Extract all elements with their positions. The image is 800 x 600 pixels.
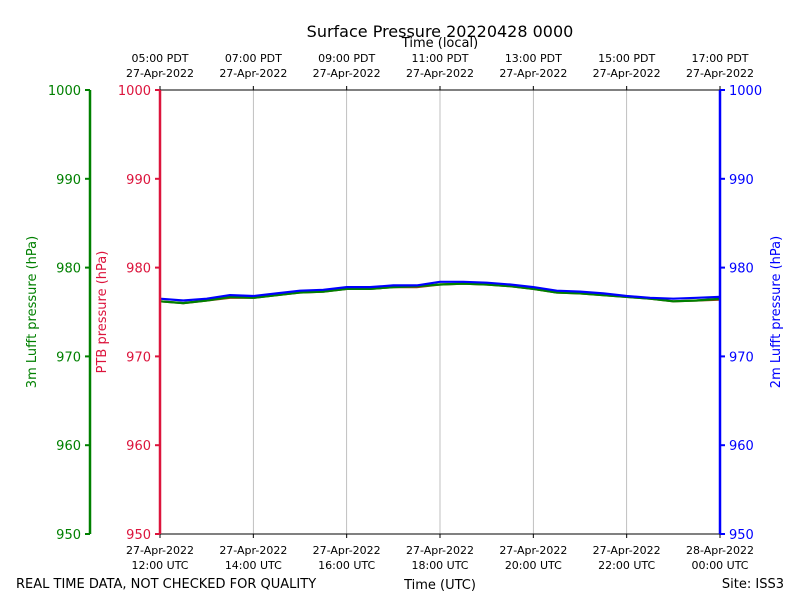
- y-tick-label: 980: [729, 262, 754, 277]
- y-tick-label: 1000: [729, 84, 762, 99]
- top-tick-local-time: 13:00 PDT: [505, 52, 562, 65]
- series-layer: [159, 280, 721, 305]
- top-tick-local-date: 27-Apr-2022: [219, 67, 287, 80]
- y-tick-label: 950: [126, 528, 151, 543]
- top-axis-label: Time (local): [401, 36, 478, 51]
- y-tick-label: 950: [56, 528, 81, 543]
- y-tick-label: 970: [729, 350, 754, 365]
- top-tick-local-date: 27-Apr-2022: [313, 67, 381, 80]
- bottom-tick-time: 18:00 UTC: [411, 559, 468, 572]
- y-axis-label: 3m Lufft pressure (hPa): [25, 236, 40, 388]
- y-tick-label: 990: [126, 173, 151, 188]
- bottom-tick-time: 20:00 UTC: [505, 559, 562, 572]
- chart-title: Surface Pressure 20220428 0000: [307, 22, 574, 41]
- y-axis-1: 1000 990 980 970 960 950 3m Lufft pressure (hP…: [25, 84, 92, 543]
- bottom-tick-date: 27-Apr-2022: [499, 544, 567, 557]
- y-tick-label: 980: [126, 262, 151, 277]
- bottom-tick-date: 27-Apr-2022: [313, 544, 381, 557]
- bottom-tick-date: 27-Apr-2022: [406, 544, 474, 557]
- top-tick-local-time: 07:00 PDT: [225, 52, 282, 65]
- grid-lines: [252, 90, 628, 534]
- quality-disclaimer: REAL TIME DATA, NOT CHECKED FOR QUALITY: [16, 577, 316, 592]
- y-tick-label: 970: [56, 350, 81, 365]
- bottom-tick-time: 16:00 UTC: [318, 559, 375, 572]
- top-tick-local-time: 11:00 PDT: [411, 52, 468, 65]
- y-tick-label: 990: [56, 173, 81, 188]
- x-axis-ticks: 27-Apr-2022 12:00 UTC 27-Apr-2022 14:00 UTC…: [126, 52, 754, 572]
- top-tick-local-date: 27-Apr-2022: [593, 67, 661, 80]
- bottom-axis-label: Time (UTC): [403, 578, 476, 593]
- top-tick-local-time: 09:00 PDT: [318, 52, 375, 65]
- y-axis-label: PTB pressure (hPa): [95, 251, 110, 374]
- top-tick-local-time: 05:00 PDT: [131, 52, 188, 65]
- series-line-3: [159, 280, 721, 302]
- bottom-tick-time: 12:00 UTC: [131, 559, 188, 572]
- top-tick-local-date: 27-Apr-2022: [499, 67, 567, 80]
- y-tick-label: 980: [56, 262, 81, 277]
- y-tick-label: 990: [729, 173, 754, 188]
- bottom-tick-time: 00:00 UTC: [691, 559, 748, 572]
- y-tick-label: 970: [126, 350, 151, 365]
- bottom-tick-date: 27-Apr-2022: [126, 544, 194, 557]
- y-axes: 1000 990 980 970 960 950 3m Lufft pressure (hP…: [25, 84, 784, 543]
- y-axis-3: 1000 990 980 970 960 950 2m Lufft pressure (hP…: [718, 84, 784, 543]
- bottom-tick-date: 27-Apr-2022: [219, 544, 287, 557]
- top-tick-local-date: 27-Apr-2022: [686, 67, 754, 80]
- y-tick-label: 960: [126, 439, 151, 454]
- y-tick-label: 960: [56, 439, 81, 454]
- bottom-tick-time: 14:00 UTC: [225, 559, 282, 572]
- top-tick-local-date: 27-Apr-2022: [406, 67, 474, 80]
- y-tick-label: 1000: [118, 84, 151, 99]
- bottom-tick-time: 22:00 UTC: [598, 559, 655, 572]
- site-label: Site: ISS3: [722, 577, 784, 592]
- bottom-tick-date: 28-Apr-2022: [686, 544, 754, 557]
- y-axis-2: 1000 990 980 970 960 950 PTB pressure (hPa): [95, 84, 162, 543]
- y-axis-label: 2m Lufft pressure (hPa): [769, 236, 784, 388]
- y-tick-label: 1000: [48, 84, 81, 99]
- y-tick-label: 960: [729, 439, 754, 454]
- top-tick-local-time: 15:00 PDT: [598, 52, 655, 65]
- y-tick-label: 950: [729, 528, 754, 543]
- bottom-tick-date: 27-Apr-2022: [593, 544, 661, 557]
- top-tick-local-date: 27-Apr-2022: [126, 67, 194, 80]
- top-tick-local-time: 17:00 PDT: [691, 52, 748, 65]
